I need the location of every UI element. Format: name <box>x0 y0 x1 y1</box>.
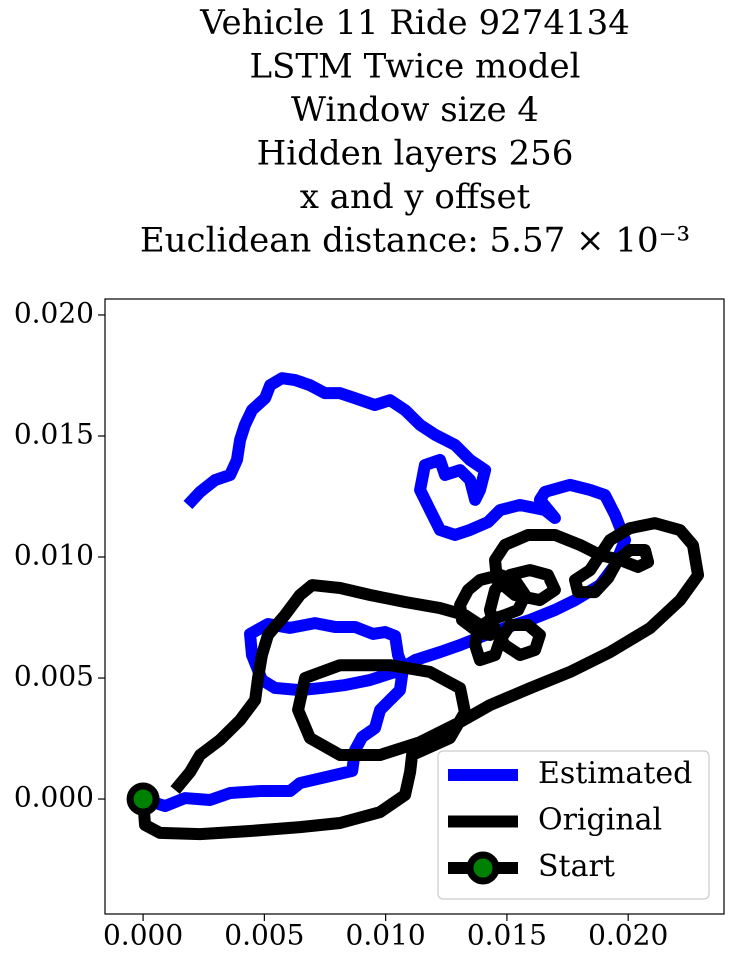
chart-title: Hidden layers 256 <box>257 134 574 174</box>
series-line <box>137 517 705 841</box>
legend: Estimated Original Start <box>437 750 710 900</box>
x-tick-label: 0.000 <box>103 919 183 952</box>
y-tick-label: 0.015 <box>14 417 94 450</box>
start-marker <box>126 782 160 816</box>
legend-label: Start <box>538 849 615 884</box>
x-tick-label: 0.020 <box>588 919 668 952</box>
y-tick-label: 0.020 <box>14 296 94 329</box>
x-tick-label: 0.010 <box>346 919 426 952</box>
chart-title: Euclidean distance: 5.57 × 10⁻³ <box>140 221 690 261</box>
legend-label: Estimated <box>538 756 692 791</box>
chart-title: LSTM Twice model <box>249 47 580 87</box>
legend-marker <box>466 851 500 885</box>
chart-title: Vehicle 11 Ride 9274134 <box>199 3 630 43</box>
x-tick-label: 0.015 <box>467 919 547 952</box>
y-tick-label: 0.010 <box>14 539 94 572</box>
legend-label: Original <box>538 803 662 838</box>
axes-frame <box>104 298 725 915</box>
series-line <box>141 372 632 813</box>
chart-title: Window size 4 <box>291 90 539 130</box>
y-tick-label: 0.000 <box>14 781 94 814</box>
chart-title: x and y offset <box>300 177 531 217</box>
x-tick-label: 0.005 <box>224 919 304 952</box>
y-tick-label: 0.005 <box>14 660 94 693</box>
plot-area <box>126 372 705 841</box>
